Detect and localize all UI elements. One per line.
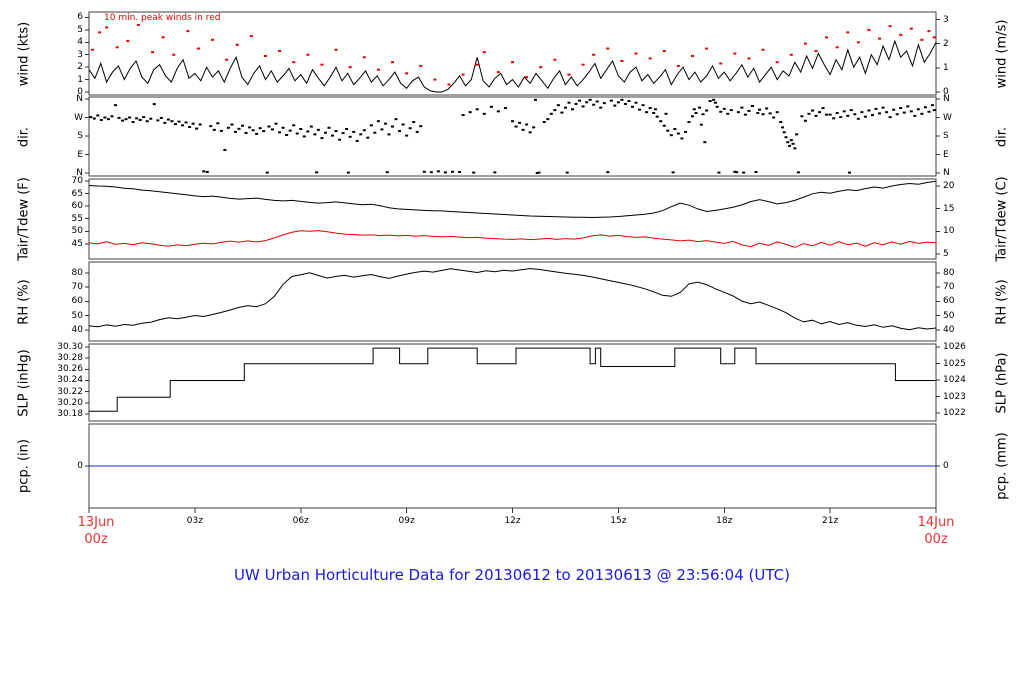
axis-label-temp-right: Tair/Tdew (C) (994, 176, 1010, 262)
tick-label: 30.28 (57, 353, 83, 364)
tick-label: 55 (71, 213, 83, 224)
x-end-date: 14Jun (917, 515, 955, 530)
tick-label: 10 (943, 226, 955, 237)
tick-label: 70 (71, 176, 83, 186)
tick-label: 20 (943, 181, 955, 192)
tick-label: 70 (71, 282, 83, 293)
tick-label: 2 (77, 62, 83, 73)
tick-label: 30.26 (57, 364, 83, 375)
x-tick-label: 18z (716, 516, 733, 526)
x-tick-label: 21z (822, 516, 839, 526)
tick-label: 30.30 (57, 342, 83, 352)
axis-label-wind-right: wind (m/s) (994, 19, 1010, 89)
tick-label: 3 (943, 14, 949, 25)
axis-label-slp-right: SLP (hPa) (994, 352, 1010, 414)
tick-label: 80 (71, 267, 83, 278)
tick-label: W (74, 112, 83, 123)
tick-label: 1 (77, 74, 83, 85)
tick-label: N (943, 168, 950, 178)
x-end-hour: 00z (924, 532, 948, 547)
tick-label: 65 (71, 188, 83, 199)
tick-label: 70 (943, 282, 955, 293)
peak-wind-annotation: 10 min. peak winds in red (104, 13, 221, 23)
axis-label-slp-left: SLP (inHg) (16, 349, 32, 417)
tick-label: 40 (71, 324, 83, 335)
tick-label: N (76, 94, 83, 104)
tick-label: S (77, 131, 83, 141)
tick-label: 50 (71, 310, 83, 321)
tick-label: 6 (77, 12, 83, 23)
tick-label: 30.24 (57, 375, 83, 386)
tick-label: 30.22 (57, 386, 83, 397)
tick-label: 30.18 (57, 408, 83, 419)
tick-label: 0 (943, 87, 949, 97)
tick-label: 1022 (943, 408, 966, 419)
tick-label: 50 (71, 226, 83, 237)
x-start-date: 13Jun (77, 515, 115, 530)
tick-label: E (943, 149, 949, 160)
tick-label: 1024 (943, 375, 966, 386)
tick-label: 40 (943, 324, 955, 335)
tick-label: 1023 (943, 391, 966, 402)
axis-label-pcp-right: pcp. (mm) (994, 432, 1010, 500)
tick-label: 5 (943, 248, 949, 259)
tick-label: 45 (71, 238, 83, 249)
tick-label: W (943, 112, 952, 123)
x-tick-label: 03z (186, 516, 203, 526)
tick-label: 30.20 (57, 397, 83, 408)
axis-label-temp-left: Tair/Tdew (F) (16, 177, 32, 261)
axis-label-pcp-left: pcp. (in) (16, 439, 32, 493)
x-start-hour: 00z (84, 532, 108, 547)
axis-label-rh-right: RH (%) (994, 279, 1010, 325)
axis-label-dir-right: dir. (994, 126, 1010, 148)
tick-label: N (76, 168, 83, 178)
tick-label: S (943, 131, 949, 141)
tick-label: 60 (71, 201, 83, 212)
tick-label: 1 (943, 62, 949, 73)
axis-label-rh-left: RH (%) (16, 279, 32, 325)
tick-label: 80 (943, 267, 955, 278)
tick-label: 5 (77, 24, 83, 35)
tick-label: E (77, 149, 83, 160)
axis-label-wind-left: wind (kts) (16, 21, 32, 87)
tick-label: 50 (943, 310, 955, 321)
tick-label: 15 (943, 203, 955, 214)
tick-label: 0 (943, 461, 949, 471)
tick-label: 1025 (943, 358, 966, 369)
x-tick-label: 12z (504, 516, 521, 526)
chart-title: UW Urban Horticulture Data for 20130612 … (234, 566, 790, 584)
axis-label-dir-left: dir. (16, 126, 32, 148)
tick-label: 1026 (943, 342, 966, 353)
tick-label: 0 (77, 461, 83, 471)
tick-label: 60 (71, 296, 83, 307)
x-tick-label: 09z (398, 516, 415, 526)
tick-label: 0 (77, 87, 83, 97)
tick-label: 4 (77, 37, 83, 48)
x-tick-label: 06z (292, 516, 309, 526)
x-tick-label: 15z (610, 516, 627, 526)
tick-label: N (943, 94, 950, 104)
tick-label: 2 (943, 38, 949, 49)
tick-label: 60 (943, 296, 955, 307)
tick-label: 3 (77, 49, 83, 60)
